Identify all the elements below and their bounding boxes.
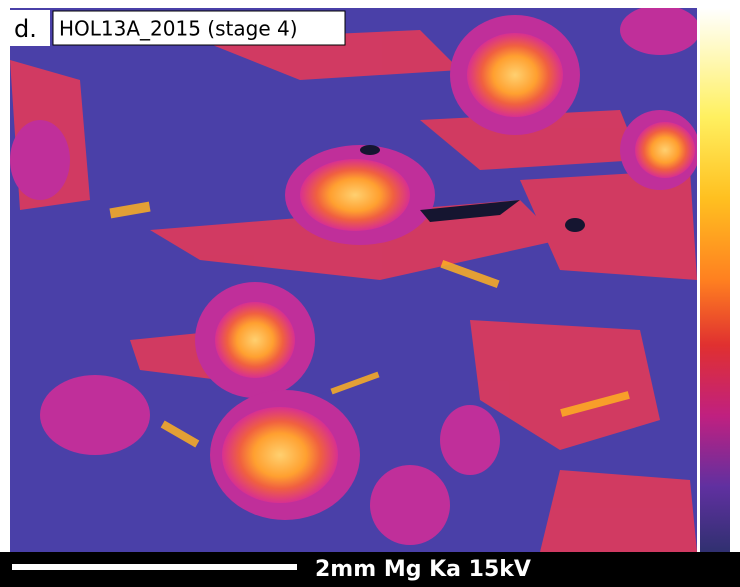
scale-bar	[12, 564, 297, 570]
element-map	[10, 5, 700, 552]
color-bar	[700, 8, 730, 552]
scale-text: 2mm Mg Ka 15kV	[315, 557, 531, 582]
sample-label: HOL13A_2015 (stage 4)	[59, 17, 298, 41]
figure: d. HOL13A_2015 (stage 4) 2mm Mg Ka 15kV	[0, 0, 740, 587]
panel-label: d.	[14, 15, 37, 43]
